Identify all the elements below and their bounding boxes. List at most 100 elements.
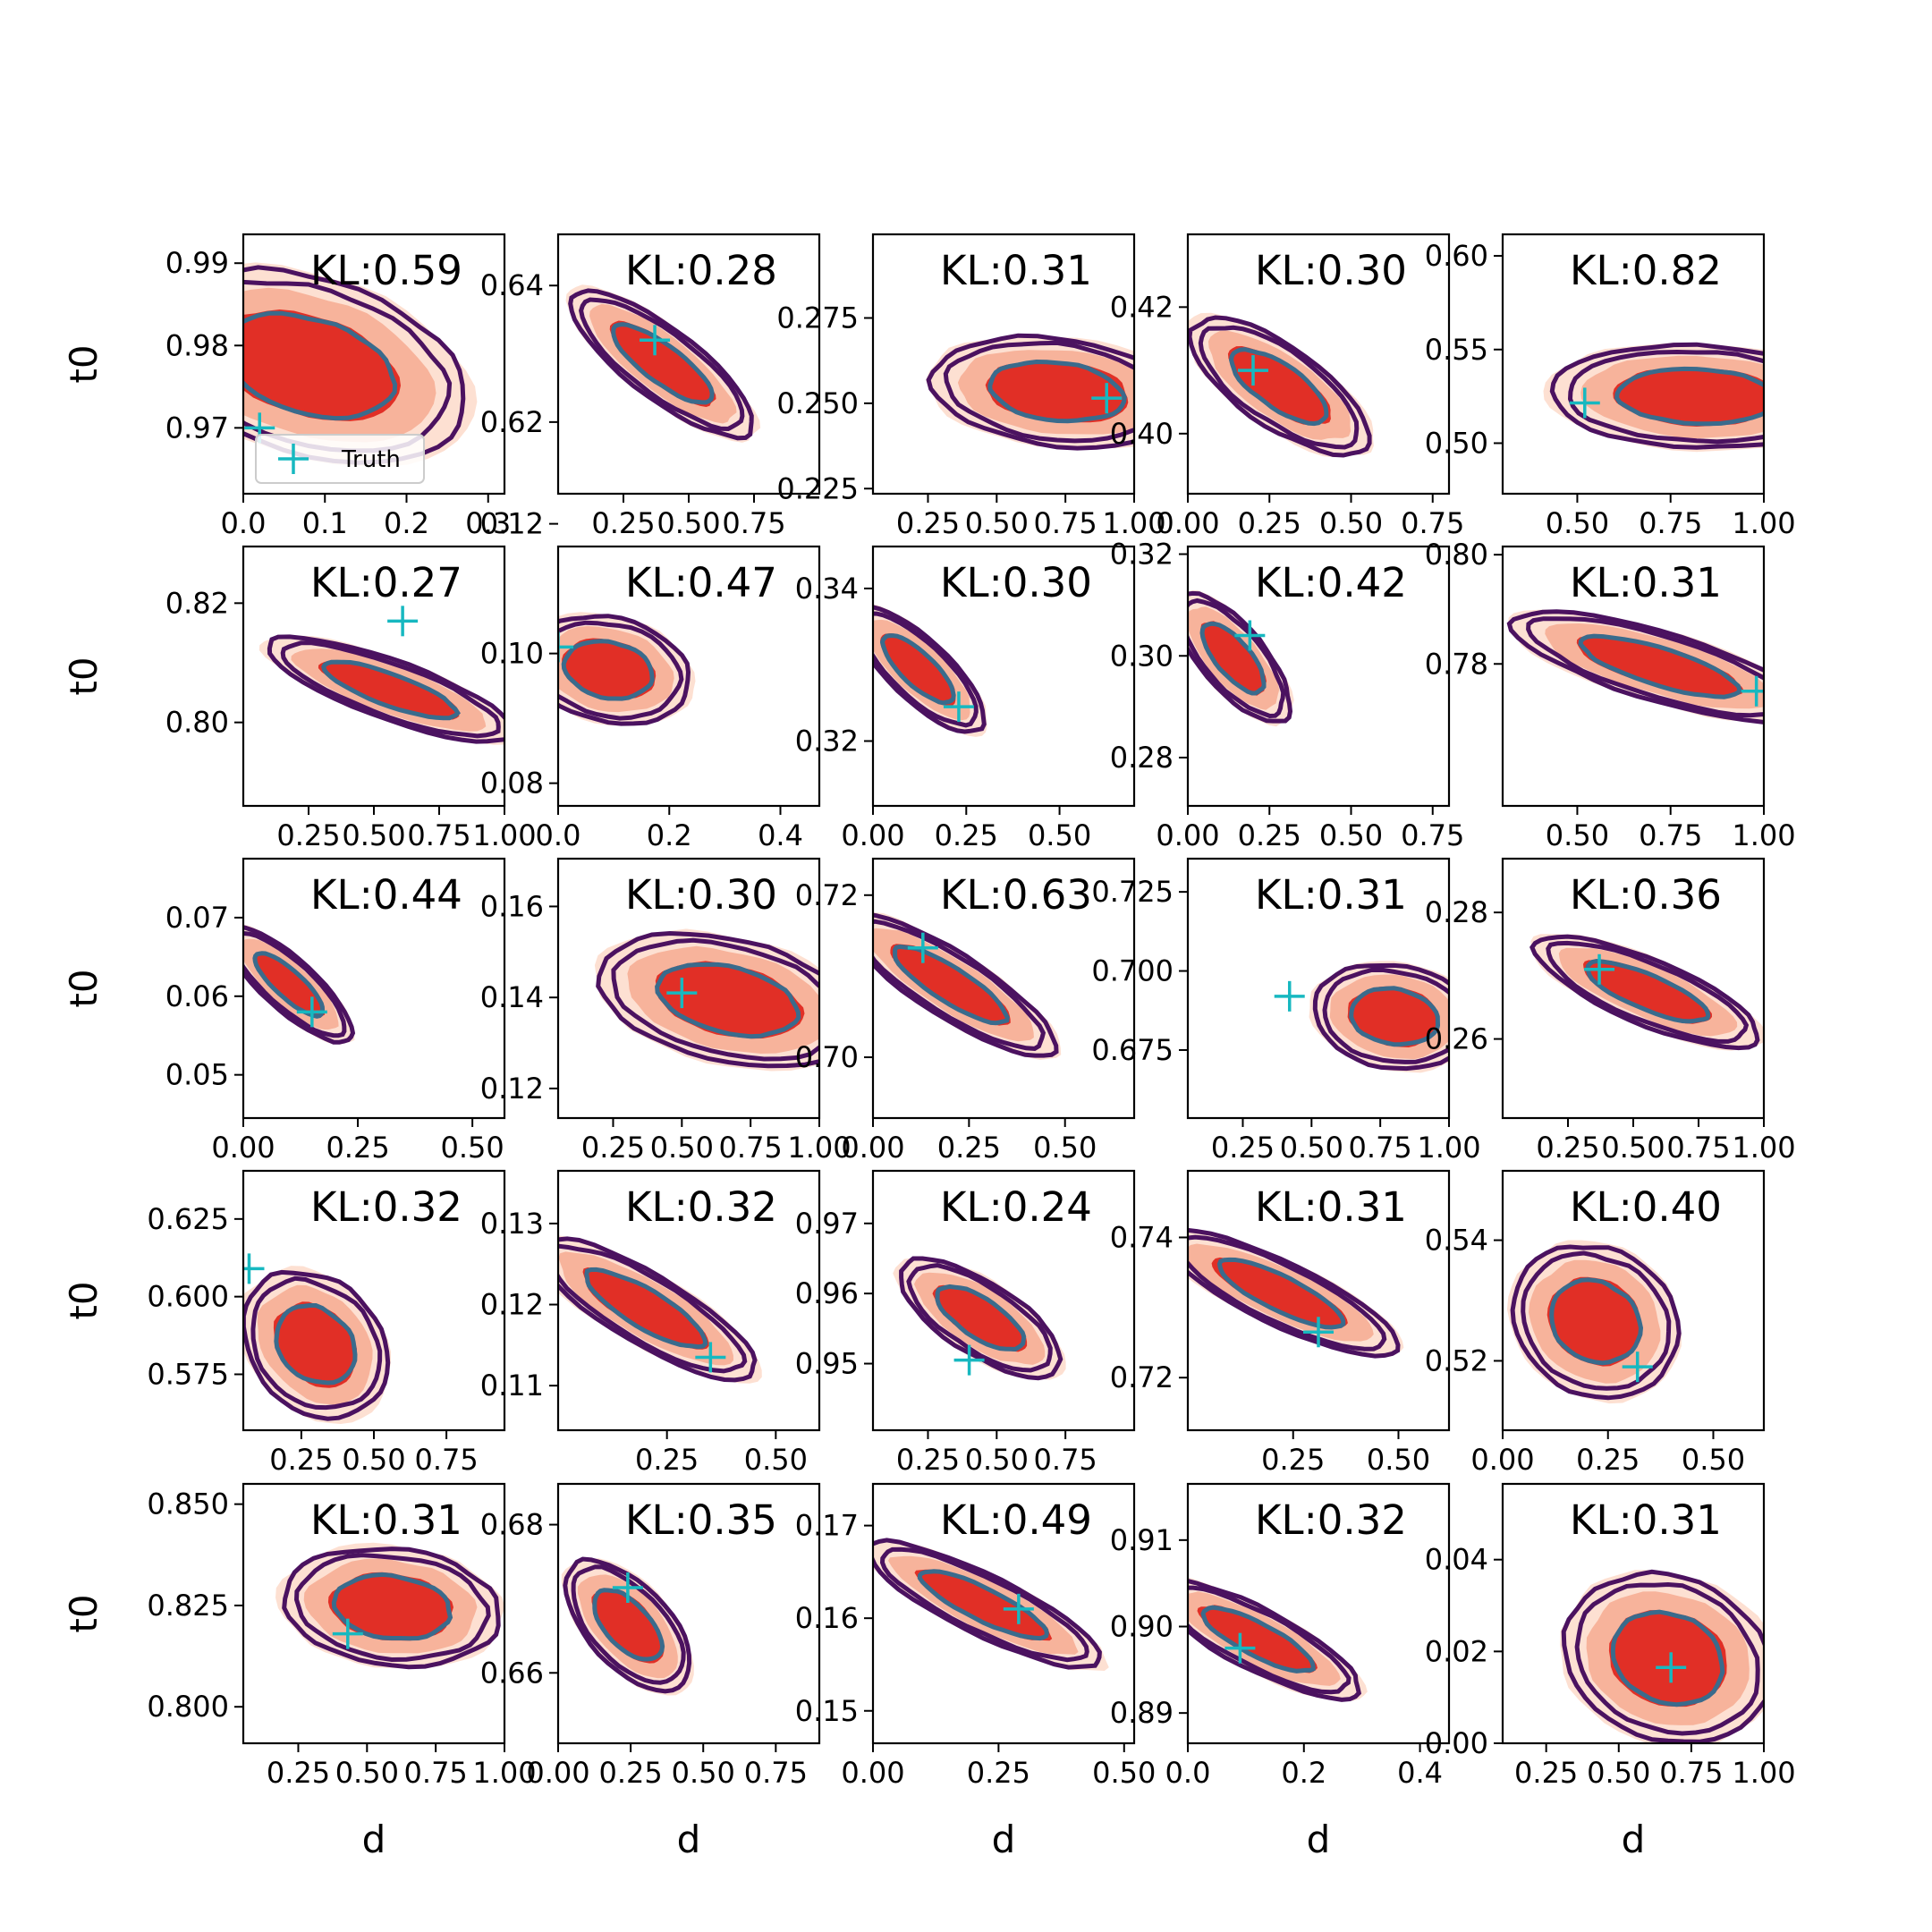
- x-tick-label: 0.50: [1601, 1131, 1665, 1165]
- y-tick-label: 0.66: [480, 1656, 544, 1690]
- kl-label: KL:0.31: [1255, 871, 1407, 919]
- x-tick-label: 0.4: [1397, 1756, 1443, 1790]
- y-tick-label: 0.32: [1110, 538, 1174, 572]
- truth-marker: [1091, 383, 1123, 414]
- y-tick-label: 0.91: [1110, 1523, 1174, 1557]
- contour-outer: [267, 634, 504, 744]
- x-tick-label: 0.25: [896, 506, 960, 540]
- x-tick-label: 1.00: [1732, 1756, 1795, 1790]
- contour-middle: [1574, 1581, 1760, 1736]
- contour-middle: [1546, 940, 1750, 1044]
- x-tick-label: 0.00: [841, 1756, 904, 1790]
- y-tick-label: 0.72: [1110, 1360, 1174, 1394]
- kl-label: KL:0.49: [940, 1496, 1092, 1544]
- contour-middle: [293, 1553, 491, 1663]
- x-tick-label: 0.50: [1546, 818, 1609, 852]
- contour-middle: [579, 297, 745, 432]
- contour-outer: [873, 1538, 1102, 1670]
- contour-inner: [1216, 1257, 1346, 1330]
- axes-frame: [1186, 1482, 1451, 1745]
- x-tick-label: 0.50: [1092, 1756, 1156, 1790]
- axes-frame: [1186, 233, 1451, 496]
- x-tick-label: 1.00: [787, 1131, 851, 1165]
- kl-label: KL:0.24: [940, 1183, 1092, 1231]
- y-tick-label: 0.12: [480, 507, 544, 541]
- x-tick-label: 0.50: [441, 1131, 504, 1165]
- x-tick-label: 0.75: [414, 1443, 478, 1477]
- x-tick-label: 0.2: [647, 818, 692, 852]
- x-tick-label: 0.50: [1546, 506, 1609, 540]
- density-fill-inner: [985, 361, 1129, 423]
- x-tick-label: 0.50: [965, 1443, 1029, 1477]
- contour-middle: [280, 640, 501, 739]
- x-tick-label: 0.25: [598, 1756, 662, 1790]
- x-tick-label: 0.75: [1659, 1756, 1723, 1790]
- x-tick-label: 0.50: [1587, 1756, 1650, 1790]
- y-tick-label: 0.07: [165, 901, 229, 935]
- x-tick-label: 0.75: [407, 818, 470, 852]
- panel-18: 0.25 0.50 0.75 0.95 0.96 0.97 KL:0.24: [795, 1169, 1136, 1477]
- contour-inner: [917, 1569, 1049, 1641]
- y-tick-label: 0.96: [795, 1276, 859, 1310]
- contour-outer: [1188, 1579, 1362, 1702]
- contour-inner: [1228, 347, 1329, 427]
- y-tick-label: 0.28: [1110, 741, 1174, 775]
- x-tick-label: 0.50: [657, 506, 720, 540]
- y-axis-label: t0: [62, 657, 106, 695]
- y-tick-label: 0.40: [1110, 417, 1174, 451]
- x-tick-label: 0.25: [326, 1131, 389, 1165]
- x-tick-label: 0.25: [937, 1131, 1001, 1165]
- kl-label: KL:0.35: [625, 1496, 777, 1544]
- x-tick-label: 0.00: [1156, 506, 1219, 540]
- y-tick-label: 0.05: [165, 1058, 229, 1092]
- y-tick-label: 0.80: [1425, 538, 1488, 572]
- x-tick-label: 0.50: [1367, 1443, 1430, 1477]
- x-tick-label: 0.25: [591, 506, 655, 540]
- x-tick-label: 0.50: [1033, 1131, 1097, 1165]
- y-tick-label: 0.575: [147, 1357, 229, 1391]
- x-tick-label: 0.1: [302, 506, 348, 540]
- x-tick-label: 0.25: [1261, 1443, 1325, 1477]
- contour-middle: [873, 611, 979, 728]
- contour-outer: [1549, 342, 1764, 450]
- x-axis-label: d: [677, 1818, 701, 1861]
- y-tick-label: 0.26: [1425, 1022, 1488, 1056]
- contour-outer: [1188, 315, 1372, 458]
- axes-frame: [871, 545, 1136, 808]
- truth-marker: [1584, 953, 1615, 985]
- contour-inner: [893, 944, 1010, 1026]
- truth-marker: [943, 691, 974, 723]
- legend: Truth: [255, 434, 425, 484]
- contour-inner: [592, 1588, 665, 1662]
- truth-marker: [612, 1572, 643, 1603]
- contour-inner: [331, 1572, 453, 1641]
- x-tick-label: 0.75: [1639, 506, 1702, 540]
- contour-outer: [873, 605, 987, 734]
- x-tick-label: 0.00: [841, 1131, 904, 1165]
- contour-outer: [282, 1546, 501, 1670]
- kl-label: KL:0.32: [310, 1183, 462, 1231]
- panel-25: 0.25 0.50 0.75 1.00 0.00 0.02 0.04 KL:0.31 d: [1425, 1482, 1796, 1861]
- contour-inner: [655, 962, 801, 1039]
- y-tick-label: 0.02: [1425, 1634, 1488, 1668]
- panel-23: 0.00 0.25 0.50 0.15 0.16 0.17 KL:0.49 d: [795, 1482, 1156, 1861]
- y-axis-label: t0: [62, 1594, 106, 1632]
- contour-outer: [899, 1256, 1063, 1381]
- y-tick-label: 0.62: [480, 405, 544, 439]
- truth-marker: [1003, 1593, 1034, 1624]
- y-tick-label: 0.97: [795, 1207, 859, 1241]
- contour-outer: [558, 614, 691, 726]
- axes-frame: [556, 545, 821, 808]
- x-tick-label: 0.25: [276, 818, 340, 852]
- truth-marker: [1303, 1317, 1334, 1348]
- kl-label: KL:0.31: [1570, 559, 1722, 606]
- x-tick-label: 0.25: [967, 1756, 1030, 1790]
- truth-marker: [1234, 620, 1266, 651]
- axes-frame: [242, 1482, 506, 1745]
- contour-middle: [1322, 967, 1449, 1064]
- x-tick-label: 0.75: [1401, 506, 1464, 540]
- x-tick-label: 0.75: [1639, 818, 1702, 852]
- y-tick-label: 0.95: [795, 1347, 859, 1381]
- y-tick-label: 0.72: [795, 878, 859, 912]
- density-fill-inner: [1613, 367, 1764, 427]
